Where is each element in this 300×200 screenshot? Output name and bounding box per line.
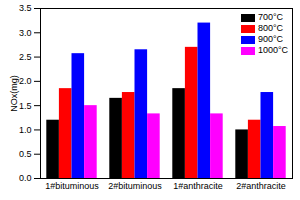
svg-text:1#bituminous: 1#bituminous	[45, 181, 99, 191]
svg-text:1#anthracite: 1#anthracite	[173, 181, 223, 191]
html-text:700°C: 700°C	[257, 12, 283, 22]
svg-text:1.0: 1.0	[19, 125, 32, 135]
html-text:800°C: 800°C	[257, 23, 283, 33]
svg-text:2.5: 2.5	[19, 52, 32, 62]
svg-text:2#anthracite: 2#anthracite	[236, 181, 286, 191]
html-text:900°C: 900°C	[257, 34, 283, 44]
svg-text:1.5: 1.5	[19, 101, 32, 111]
html-text:1000°C: 1000°C	[257, 45, 288, 55]
svg-text:0.5: 0.5	[19, 149, 32, 159]
svg-text:0.0: 0.0	[19, 173, 32, 183]
svg-text:2.0: 2.0	[19, 76, 32, 86]
svg-text:3.5: 3.5	[19, 3, 32, 13]
svg-text:3.0: 3.0	[19, 28, 32, 38]
svg-text:2#bituminous: 2#bituminous	[108, 181, 162, 191]
svg-text:NOx(mg): NOx(mg)	[9, 75, 19, 112]
